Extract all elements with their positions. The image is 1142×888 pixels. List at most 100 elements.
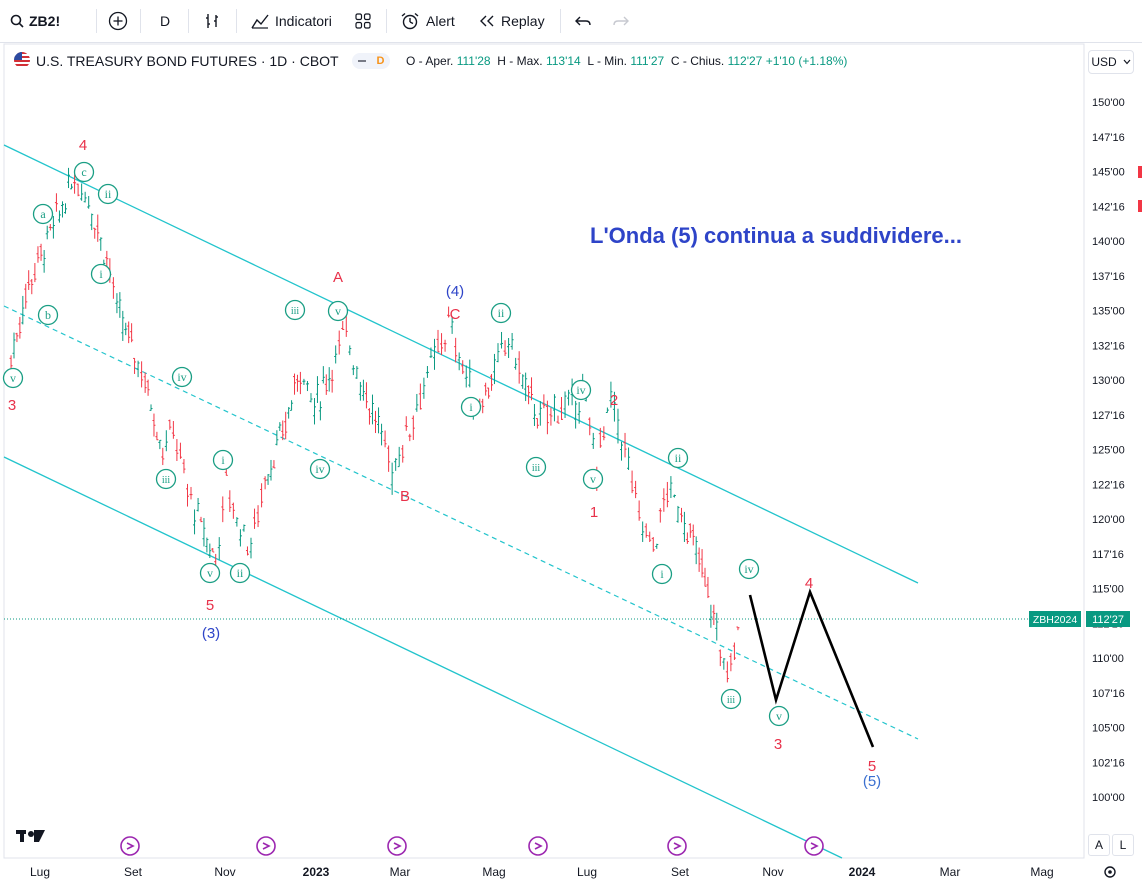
wave-label: iv — [315, 462, 324, 476]
wave-label: (4) — [446, 283, 464, 300]
wave-circle — [720, 688, 742, 710]
low-value: 111'27 — [630, 54, 665, 68]
wave-circle — [768, 705, 790, 727]
layouts-button[interactable] — [354, 0, 372, 42]
ohlc-readout: O - Aper. 111'28 H - Max. 113'14 L - Min… — [406, 54, 847, 68]
status-pill: D — [352, 53, 390, 69]
price-tick-label: 150'00 — [1092, 97, 1125, 109]
wave-circle — [2, 367, 24, 389]
wave-circle — [155, 468, 177, 490]
wave-label: ii — [498, 306, 505, 320]
wave-circle — [651, 563, 673, 585]
indicators-icon — [251, 14, 269, 29]
event-marker-icon — [528, 836, 548, 856]
price-tick-label: 115'00 — [1092, 584, 1124, 596]
chart-title[interactable]: U.S. TREASURY BOND FUTURES · 1D · CBOT — [36, 53, 339, 69]
projection-path — [748, 588, 875, 748]
wave-circle — [525, 456, 547, 478]
event-marker-icon — [120, 836, 140, 856]
wave-circle — [284, 299, 306, 321]
alert-label: Alert — [426, 13, 455, 29]
side-marker — [1138, 166, 1142, 178]
wave-label: i — [221, 453, 225, 467]
current-price-label: 112'27 — [1092, 614, 1124, 626]
auto-scale-button[interactable]: A — [1088, 834, 1110, 856]
time-tick-label: Lug — [30, 865, 50, 879]
wave-label: i — [99, 267, 103, 281]
chart-type-button[interactable] — [204, 0, 222, 42]
time-tick-label: Mag — [1030, 865, 1053, 879]
wave-label: i — [660, 567, 664, 581]
wave-label: v — [590, 472, 596, 486]
wave-label: c — [81, 165, 86, 179]
wave-label: A — [333, 269, 343, 286]
logo-dot — [28, 831, 34, 837]
dash-icon — [357, 60, 366, 62]
event-marker-icon — [256, 836, 276, 856]
wave-circle — [90, 263, 112, 285]
search-icon — [10, 14, 24, 28]
replay-button[interactable]: Replay — [478, 0, 545, 42]
undo-button[interactable] — [574, 0, 592, 42]
price-tick-label: 142'16 — [1092, 201, 1125, 213]
settings-gear-icon — [1104, 866, 1116, 878]
time-tick-label: Mar — [390, 865, 411, 879]
time-tick-label: Nov — [762, 865, 783, 879]
wave-label: iii — [162, 475, 171, 486]
interval-button[interactable]: D — [160, 0, 170, 42]
wave-label: b — [45, 308, 51, 322]
divider — [386, 9, 387, 33]
channel-mid-line — [3, 305, 919, 740]
high-label: H - Max. — [497, 54, 543, 68]
change-value: +1'10 (+1.18%) — [765, 54, 848, 68]
wave-label: iv — [576, 383, 585, 397]
close-value: 112'27 — [727, 54, 763, 68]
wave-label: (5) — [863, 773, 881, 790]
wave-circle — [32, 203, 54, 225]
price-tick-label: 145'00 — [1092, 167, 1125, 179]
wave-label: 5 — [868, 758, 876, 775]
interval-label: D — [160, 13, 171, 29]
price-tick-label: 147'16 — [1092, 132, 1125, 144]
annotation-text: L'Onda (5) continua a suddividere... — [590, 223, 962, 248]
wave-label: 3 — [774, 736, 782, 753]
wave-label: i — [469, 400, 473, 414]
side-marker — [1138, 200, 1142, 212]
replay-label: Replay — [501, 13, 545, 29]
redo-button[interactable] — [612, 0, 630, 42]
event-arrow-icon — [534, 842, 543, 850]
currency-select[interactable]: USD — [1088, 50, 1134, 74]
price-tick-label: 107'16 — [1092, 688, 1125, 700]
open-value: 111'28 — [456, 54, 491, 68]
wave-circle — [490, 302, 512, 324]
wave-label: a — [40, 207, 46, 221]
chevron-down-icon — [1123, 59, 1131, 65]
price-tick-label: 117'16 — [1092, 549, 1124, 561]
price-tick-label: 105'00 — [1092, 723, 1125, 735]
wave-label: (3) — [202, 625, 220, 642]
wave-label: iii — [291, 306, 300, 317]
symbol-search[interactable]: ZB2! — [10, 0, 60, 42]
price-tick-label: 102'16 — [1092, 757, 1125, 769]
price-tick-label: 122'16 — [1092, 479, 1125, 491]
contract-label: ZBH2024 — [1033, 614, 1078, 626]
wave-circle — [171, 366, 193, 388]
price-tick-label: 110'00 — [1092, 653, 1124, 665]
indicators-label: Indicatori — [275, 13, 332, 29]
wave-circle — [212, 449, 234, 471]
currency-label: USD — [1091, 55, 1117, 69]
tradingview-logo — [16, 830, 45, 842]
time-tick-label: Nov — [214, 865, 235, 879]
alert-button[interactable]: Alert — [400, 0, 455, 42]
wave-label: iii — [532, 463, 541, 474]
contract-tag — [1029, 611, 1081, 627]
price-tag — [1086, 611, 1130, 627]
indicators-button[interactable]: Indicatori — [250, 0, 332, 42]
add-symbol-button[interactable] — [108, 0, 128, 42]
log-scale-button[interactable]: L — [1112, 834, 1134, 856]
channel-lower-line — [3, 456, 843, 859]
wave-circle — [738, 558, 760, 580]
wave-label: C — [450, 306, 461, 323]
wave-label: 2 — [610, 392, 618, 409]
